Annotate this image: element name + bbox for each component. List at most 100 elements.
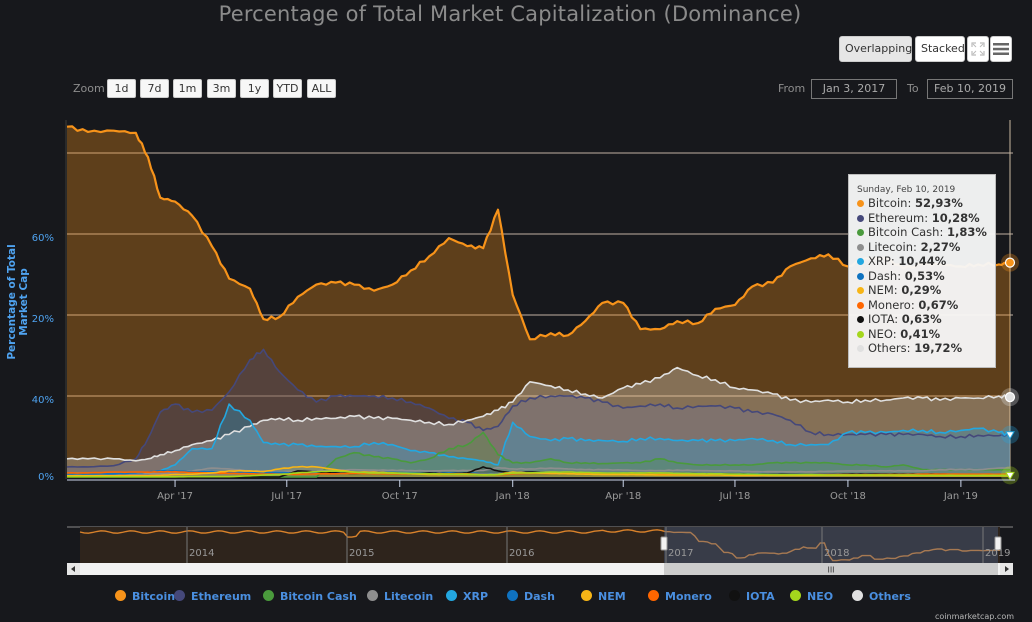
- zoom-1m-button[interactable]: 1m: [173, 79, 202, 98]
- navigator-year-label: 2016: [509, 548, 535, 559]
- arrow-right-icon: [1005, 566, 1009, 572]
- y-tick-label: 20%: [31, 314, 54, 325]
- tooltip-series-value: 0,29%: [901, 283, 942, 297]
- fullscreen-icon: [971, 42, 985, 56]
- overlapping-button[interactable]: Overlapping: [839, 36, 912, 62]
- tooltip-series-name: XRP: [868, 254, 891, 268]
- credit-link[interactable]: coinmarketcap.com: [935, 612, 1014, 621]
- tooltip-row: XRP: 10,44%: [857, 254, 995, 269]
- tooltip-row: Ethereum: 10,28%: [857, 211, 995, 226]
- legend-item-neo[interactable]: NEO: [790, 590, 833, 606]
- tooltip-series-value: 0,63%: [901, 312, 942, 326]
- y-tick-label: 60%: [31, 233, 54, 244]
- zoom-all-button[interactable]: ALL: [307, 79, 336, 98]
- hamburger-menu-icon: [993, 43, 1009, 55]
- tooltip-separator: :: [906, 341, 915, 355]
- legend-label: Litecoin: [384, 590, 434, 603]
- zoom-1d-button[interactable]: 1d: [107, 79, 136, 98]
- navigator-year-label: 2014: [189, 548, 215, 559]
- legend-item-bitcoin[interactable]: Bitcoin: [115, 590, 175, 606]
- legend-label: NEM: [598, 590, 626, 603]
- navigator-handle[interactable]: [660, 536, 668, 551]
- legend-label: Others: [869, 590, 911, 603]
- tooltip-separator: :: [897, 268, 905, 283]
- series-dot-icon: [857, 243, 864, 251]
- tooltip-row: Monero: 0,67%: [857, 298, 995, 313]
- to-date-input[interactable]: Feb 10, 2019: [927, 79, 1013, 99]
- navigator-handle[interactable]: [994, 536, 1002, 551]
- tooltip-series-value: 2,27%: [920, 239, 961, 254]
- legend-dot-icon: [115, 590, 126, 601]
- tooltip-series-name: NEM: [868, 283, 894, 297]
- tooltip-series-value: 10,28%: [931, 210, 980, 225]
- zoom-3m-button[interactable]: 3m: [207, 79, 236, 98]
- tooltip-separator: :: [892, 326, 901, 341]
- tooltip-series-value: 1,83%: [946, 225, 987, 239]
- from-date-input[interactable]: Jan 3, 2017: [811, 79, 897, 99]
- series-dot-icon: [857, 345, 864, 352]
- x-tick-label: Jan '18: [495, 491, 530, 502]
- tooltip: Sunday, Feb 10, 2019 Bitcoin: 52,93% Ethe…: [848, 174, 996, 368]
- series-dot-icon: [857, 272, 864, 280]
- fullscreen-button[interactable]: [967, 36, 989, 62]
- legend-item-nem[interactable]: NEM: [581, 590, 626, 606]
- point-marker-neo: [1005, 471, 1015, 481]
- series-dot-icon: [857, 229, 864, 236]
- zoom-1y-button[interactable]: 1y: [240, 79, 269, 98]
- series-dot-icon: [857, 301, 864, 309]
- navigator-year-label: 2019: [985, 548, 1011, 559]
- tooltip-series-name: NEO: [868, 326, 893, 341]
- legend-item-litecoin[interactable]: Litecoin: [367, 590, 433, 606]
- scrollbar-thumb[interactable]: [664, 563, 998, 575]
- zoom-7d-button[interactable]: 7d: [140, 79, 169, 98]
- tooltip-separator: :: [893, 283, 902, 297]
- tooltip-separator: :: [894, 312, 902, 326]
- legend-label: NEO: [807, 590, 834, 603]
- legend-item-dash[interactable]: Dash: [507, 590, 555, 606]
- point-marker-others: [1004, 392, 1016, 403]
- tooltip-series-name: IOTA: [868, 312, 895, 326]
- legend-item-monero[interactable]: Monero: [648, 590, 712, 606]
- tooltip-series-value: 0,53%: [904, 268, 945, 283]
- legend-dot-icon: [174, 590, 185, 601]
- area-others: [67, 367, 1010, 477]
- tooltip-series-value: 10,44%: [898, 254, 947, 268]
- area-bitcoin: [67, 126, 1010, 478]
- tooltip-separator: :: [913, 239, 921, 254]
- tooltip-separator: :: [890, 254, 899, 268]
- arrow-left-icon: [71, 566, 75, 572]
- tooltip-series-name: Dash: [868, 268, 898, 283]
- line-ethereum: [66, 348, 1011, 468]
- legend-item-others[interactable]: Others: [852, 590, 911, 606]
- legend-dot-icon: [729, 590, 740, 601]
- zoom-ytd-button[interactable]: YTD: [273, 79, 302, 98]
- stacked-button[interactable]: Stacked: [915, 36, 965, 62]
- legend-dot-icon: [263, 590, 274, 601]
- legend-dot-icon: [790, 590, 801, 601]
- legend-item-iota[interactable]: IOTA: [729, 590, 775, 606]
- tooltip-series-value: 52,93%: [914, 196, 963, 210]
- area-bitcoin-cash: [67, 432, 1010, 477]
- tooltip-series-name: Bitcoin: [868, 196, 908, 210]
- point-marker-bitcoin: [1004, 257, 1016, 268]
- chart-menu-button[interactable]: [990, 36, 1012, 62]
- navigator-year-label: 2015: [349, 548, 375, 559]
- tooltip-series-value: 0,67%: [918, 297, 959, 312]
- tooltip-row: NEO: 0,41%: [857, 327, 995, 342]
- tooltip-series-value: 19,72%: [914, 341, 963, 355]
- legend-item-ethereum[interactable]: Ethereum: [174, 590, 251, 606]
- tooltip-series-name: Ethereum: [868, 210, 925, 225]
- x-tick-label: Jan '19: [943, 491, 978, 502]
- x-tick-label: Jul '17: [271, 491, 303, 502]
- x-tick-label: Apr '17: [157, 491, 194, 502]
- legend-dot-icon: [852, 590, 863, 601]
- chart-title: Percentage of Total Market Capitalizatio…: [218, 2, 802, 26]
- tooltip-series-name: Litecoin: [868, 239, 914, 254]
- tooltip-row: Litecoin: 2,27%: [857, 240, 995, 255]
- tooltip-series-name: Others: [868, 341, 907, 355]
- tooltip-row: NEM: 0,29%: [857, 283, 995, 298]
- legend-item-bitcoin-cash[interactable]: Bitcoin Cash: [263, 590, 357, 606]
- series-dot-icon: [857, 287, 864, 294]
- legend-item-xrp[interactable]: XRP: [446, 590, 488, 606]
- tooltip-separator: :: [924, 210, 932, 225]
